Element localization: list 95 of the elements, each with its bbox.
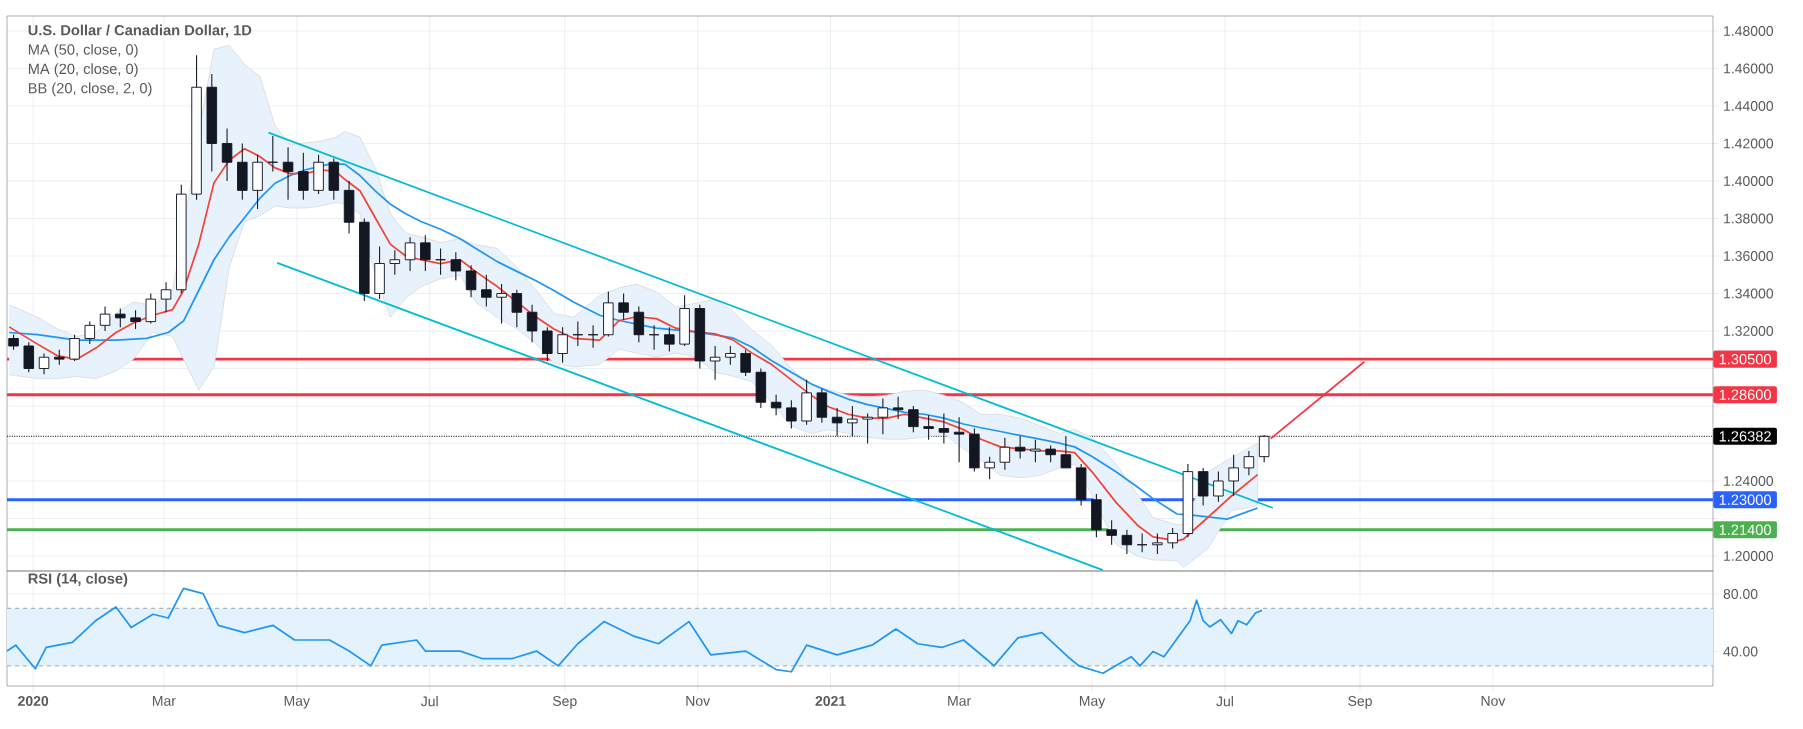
candlestick [69, 334, 80, 362]
ref-line-label: 1.30500 [1719, 353, 1771, 365]
x-tick-label: Mar [152, 696, 176, 706]
ref-line-label: 1.26382 [1719, 431, 1771, 442]
candlestick [84, 321, 96, 345]
candlestick [496, 283, 507, 325]
candlestick [465, 264, 477, 298]
candlestick [298, 152, 309, 201]
y-tick-label: 1.48000 [1724, 26, 1774, 36]
ref-line-label: 1.21400 [1719, 524, 1771, 535]
y-tick-label: 1.44000 [1724, 101, 1774, 111]
candlestick [1060, 435, 1072, 469]
x-tick-label: 2020 [18, 696, 49, 706]
candlestick [404, 236, 416, 272]
candlestick [1030, 439, 1041, 463]
candlestick [130, 309, 141, 330]
x-tick-label: Mar [948, 696, 971, 706]
candlestick [282, 146, 294, 201]
candlestick [389, 249, 401, 276]
candlestick [664, 326, 675, 353]
candlestick [99, 306, 111, 332]
candlestick [892, 396, 904, 420]
candlestick [725, 345, 736, 366]
candlestick [38, 352, 50, 375]
annotation: MA (50, close, 0) [28, 43, 138, 58]
y-tick-label: 1.32000 [1724, 326, 1774, 336]
annotation: MA (20, close, 0) [28, 63, 138, 77]
y-tick-label: 1.24000 [1724, 476, 1774, 486]
candlestick [786, 399, 797, 430]
x-tick-label: Nov [1481, 696, 1506, 706]
ref-line-label: 1.23000 [1719, 494, 1771, 505]
y-tick-label: 1.34000 [1724, 288, 1774, 299]
candlestick [420, 234, 431, 272]
candlestick [145, 292, 157, 325]
candlestick [1136, 532, 1148, 553]
candlestick [1213, 471, 1224, 503]
candlestick [618, 292, 629, 321]
candlestick [770, 394, 782, 416]
x-tick-label: Sep [552, 696, 577, 709]
line-series [6, 587, 1263, 675]
x-tick-label: Jul [1216, 696, 1233, 707]
candlestick [938, 412, 950, 445]
annotation: BB (20, close, 2, 0) [28, 82, 152, 97]
candlestick [450, 251, 462, 281]
candlestick [923, 414, 934, 441]
ref-line-label: 1.28600 [1719, 389, 1771, 400]
x-tick-label: Sep [1348, 696, 1372, 709]
x-tick-label: Nov [686, 696, 711, 706]
y-tick-label: 1.20000 [1724, 551, 1774, 561]
candlestick [221, 127, 233, 182]
candlestick [984, 456, 995, 480]
candlestick [740, 349, 751, 377]
y-tick-label: 40.00 [1723, 646, 1758, 657]
candlestick [1014, 435, 1026, 460]
candlestick [1167, 527, 1178, 550]
y-tick-label: 1.42000 [1724, 138, 1774, 149]
candlestick [953, 416, 965, 463]
candlestick [557, 326, 568, 364]
y-tick-label: 1.36000 [1724, 251, 1774, 261]
candlestick [847, 405, 858, 437]
candlestick [877, 397, 889, 435]
candlestick [511, 289, 523, 328]
candlestick [481, 274, 492, 308]
y-tick-label: 1.46000 [1724, 63, 1774, 74]
candlestick [831, 407, 843, 437]
candlestick [1243, 450, 1255, 476]
candlestick [23, 341, 35, 373]
candlestick [999, 437, 1011, 471]
candlestick [435, 247, 446, 276]
y-tick-label: 1.40000 [1724, 176, 1774, 186]
candlestick [709, 345, 721, 381]
candlestick [862, 412, 873, 445]
x-tick-label: Jul [420, 696, 438, 707]
candlestick [1121, 529, 1133, 555]
candlestick [1106, 519, 1117, 546]
x-tick-label: May [1079, 696, 1106, 709]
y-tick-label: 80.00 [1723, 589, 1758, 599]
candlestick [1152, 532, 1163, 555]
candlestick [572, 321, 584, 347]
y-tick-label: 1.38000 [1724, 213, 1774, 224]
candlestick [1228, 454, 1239, 497]
candlestick [587, 324, 599, 349]
candlestick [633, 306, 645, 343]
candlestick [526, 304, 538, 343]
chart-title: RSI (14, close) [28, 572, 128, 587]
x-tick-label: 2021 [815, 696, 846, 706]
candlestick [115, 307, 126, 328]
x-tick-label: May [284, 696, 310, 709]
text: U.S. Dollar / Canadian Dollar, 1D [28, 24, 252, 38]
candlestick [267, 135, 279, 173]
candlestick [648, 324, 660, 351]
candlestick [1258, 434, 1270, 463]
candlestick [160, 281, 172, 313]
candlestick [908, 405, 919, 433]
candlestick [542, 326, 553, 362]
